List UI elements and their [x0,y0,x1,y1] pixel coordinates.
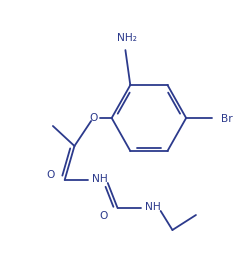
Text: NH: NH [92,174,108,184]
Text: Br: Br [221,114,233,124]
Text: O: O [47,170,55,180]
Text: O: O [90,113,98,123]
Text: NH: NH [145,202,161,212]
Text: NH₂: NH₂ [117,33,137,43]
Text: O: O [100,211,108,221]
